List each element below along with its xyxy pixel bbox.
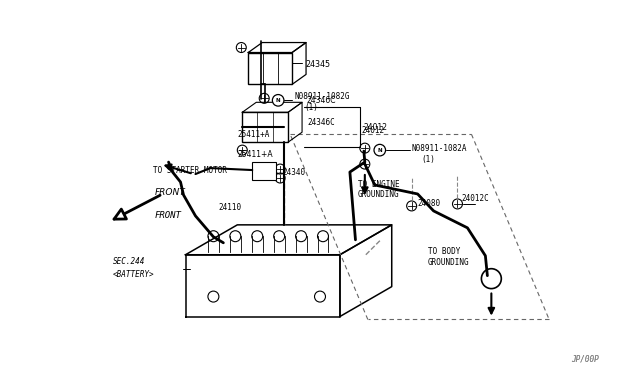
Text: 24012C: 24012C xyxy=(461,195,489,203)
Text: SEC.244: SEC.244 xyxy=(113,257,145,266)
Text: N: N xyxy=(276,98,280,103)
Text: (1): (1) xyxy=(422,155,435,164)
Text: 24346C: 24346C xyxy=(307,118,335,127)
Text: N08911-1082A: N08911-1082A xyxy=(412,144,467,153)
Text: TO STARTER MOTOR: TO STARTER MOTOR xyxy=(152,166,227,174)
Text: 24080: 24080 xyxy=(418,199,441,208)
Text: JP/00P: JP/00P xyxy=(571,355,599,364)
Bar xyxy=(248,52,292,84)
Text: TO BODY: TO BODY xyxy=(428,247,460,256)
Circle shape xyxy=(273,94,284,106)
Circle shape xyxy=(374,144,385,156)
Text: <BATTERY>: <BATTERY> xyxy=(113,270,154,279)
Text: GROUNDING: GROUNDING xyxy=(358,190,399,199)
Text: GROUNDING: GROUNDING xyxy=(428,258,469,267)
Text: TO ENGINE: TO ENGINE xyxy=(358,180,399,189)
Text: 24012: 24012 xyxy=(364,123,388,132)
Text: JP/00P: JP/00P xyxy=(571,355,599,364)
Text: 24110: 24110 xyxy=(218,203,241,212)
Text: 24340: 24340 xyxy=(282,167,305,177)
Text: N08911-1082G: N08911-1082G xyxy=(294,92,349,101)
Text: 24346C: 24346C xyxy=(306,96,335,105)
Text: FRONT: FRONT xyxy=(155,211,182,220)
Bar xyxy=(252,162,276,180)
Text: N: N xyxy=(378,148,382,153)
Text: 25411+A: 25411+A xyxy=(237,150,273,159)
Text: FRONT: FRONT xyxy=(155,188,186,197)
Text: 24012: 24012 xyxy=(362,126,385,135)
Text: 24345: 24345 xyxy=(305,60,330,69)
Bar xyxy=(243,112,288,142)
Text: (1): (1) xyxy=(304,103,318,112)
Text: 25411+A: 25411+A xyxy=(237,130,269,139)
